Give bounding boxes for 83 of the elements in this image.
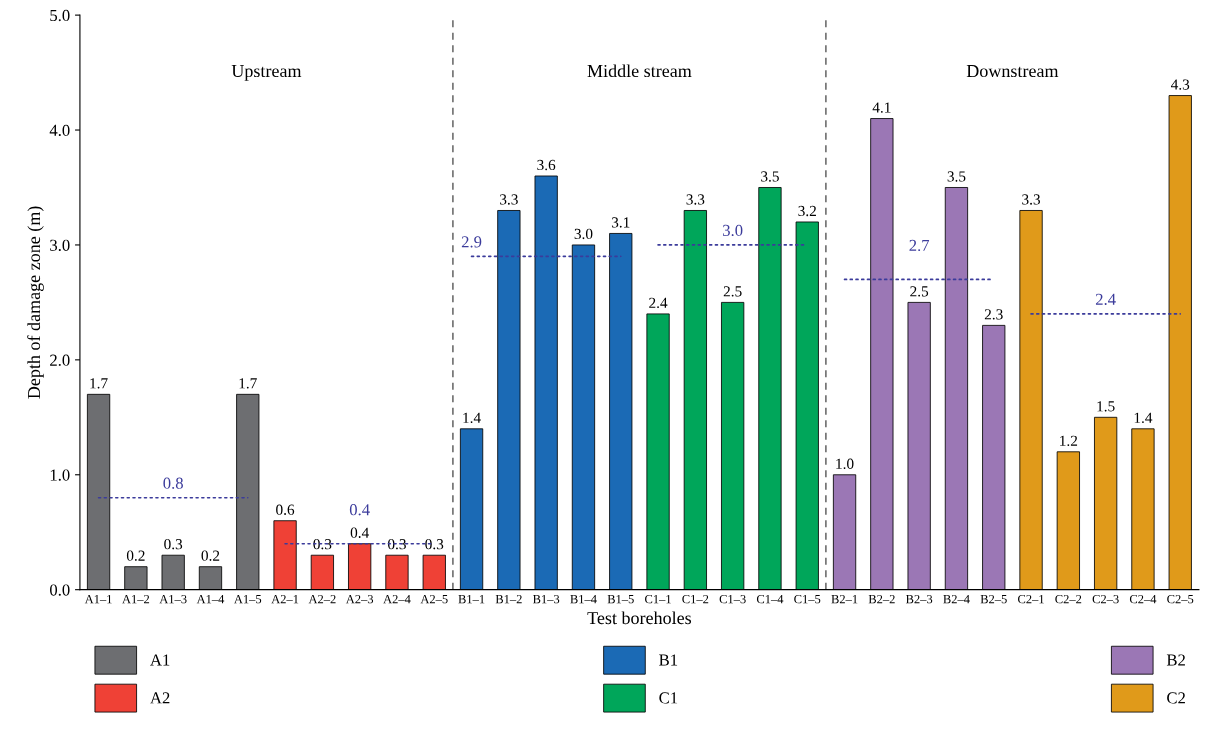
data-label: 3.3 — [1022, 194, 1040, 205]
x-tick-label: B2–1 — [831, 594, 858, 604]
y-tick-label: 1.0 — [50, 469, 70, 481]
annotation: 2.4 — [1095, 293, 1116, 306]
x-tick-label: C2–5 — [1167, 594, 1194, 604]
data-label: 2.4 — [649, 297, 668, 309]
data-label: 0.4 — [350, 527, 369, 538]
x-tick-label: B2–4 — [943, 594, 970, 604]
x-tick-label: A1–4 — [196, 594, 225, 604]
data-label: 0.2 — [201, 550, 220, 561]
data-label: 2.5 — [723, 286, 742, 297]
legend-label: C2 — [1167, 692, 1185, 704]
data-label: 4.3 — [1170, 79, 1190, 90]
legend-label: B2 — [1166, 654, 1185, 666]
annotation: 0.8 — [163, 477, 183, 489]
x-tick-label: A2–3 — [345, 594, 374, 604]
annotation: Middle stream — [587, 64, 692, 78]
data-label: 3.2 — [798, 205, 816, 217]
data-label: 3.5 — [947, 171, 966, 182]
legend-label: B1 — [659, 654, 678, 666]
annotation: 2.7 — [909, 239, 930, 252]
y-tick-label: 4.0 — [49, 124, 70, 137]
x-tick-label: A2–2 — [308, 594, 336, 604]
data-label: 3.6 — [537, 159, 556, 171]
x-tick-label: C2–1 — [1018, 594, 1044, 604]
x-tick-label: A1–3 — [159, 594, 187, 604]
x-tick-label: B1–5 — [607, 594, 634, 604]
data-label: 3.1 — [611, 217, 630, 228]
x-tick-label: A1–5 — [234, 594, 262, 604]
data-label: 1.0 — [836, 458, 854, 469]
annotation: Downstream — [966, 65, 1059, 78]
annotation: 3.0 — [723, 224, 743, 237]
data-label: 3.3 — [686, 194, 705, 205]
x-tick-label: B2–2 — [868, 594, 895, 604]
legend-label: C1 — [659, 692, 678, 704]
data-label: 2.3 — [984, 309, 1003, 320]
y-tick-label: 0.0 — [50, 584, 70, 596]
x-tick-label: C1–5 — [794, 594, 821, 604]
x-tick-label: C1–4 — [756, 594, 784, 604]
y-tick-label: 2.0 — [50, 354, 70, 366]
x-tick-label: B2–5 — [980, 594, 1007, 604]
data-label: 1.5 — [1097, 401, 1115, 412]
annotation: 0.4 — [349, 504, 370, 516]
x-tick-label: C2–4 — [1129, 594, 1157, 604]
annotation: Upstream — [231, 65, 302, 81]
data-label: 0.2 — [126, 550, 145, 561]
data-label: 2.5 — [910, 286, 929, 297]
data-label: 1.2 — [1060, 435, 1078, 446]
data-label: 3.5 — [761, 171, 779, 182]
y-tick-label: 5.0 — [50, 9, 70, 22]
x-tick-label: A1–2 — [122, 594, 150, 604]
y-tick-label: 3.0 — [50, 239, 70, 251]
x-tick-label: A2–5 — [420, 594, 448, 604]
x-tick-label: A1–1 — [84, 594, 112, 604]
x-tick-label: B1–1 — [458, 594, 485, 604]
y-axis-title: Depth of damage zone (m) — [27, 206, 44, 399]
legend-label: A2 — [150, 692, 170, 704]
x-tick-label: C2–3 — [1092, 594, 1119, 604]
data-label: 3.3 — [500, 194, 518, 205]
x-tick-label: B1–2 — [495, 594, 522, 604]
x-tick-label: C2–2 — [1055, 594, 1082, 604]
x-tick-label: C1–3 — [719, 594, 746, 604]
data-label: 0.3 — [388, 539, 406, 550]
annotation: 2.9 — [461, 236, 482, 248]
data-label: 3.0 — [574, 228, 593, 240]
data-label: 0.3 — [164, 539, 183, 550]
x-tick-label: B1–4 — [570, 594, 597, 604]
x-tick-label: A2–1 — [271, 594, 299, 604]
x-tick-label: B2–3 — [905, 594, 933, 604]
data-label: 4.1 — [872, 102, 891, 113]
data-label: 0.3 — [313, 539, 332, 550]
x-tick-label: C1–2 — [682, 594, 709, 604]
data-label: 0.6 — [276, 504, 295, 515]
x-tick-label: A2–4 — [383, 594, 411, 604]
data-label: 1.7 — [90, 378, 108, 389]
data-label: 1.4 — [463, 412, 481, 423]
data-label: 0.3 — [425, 539, 444, 550]
data-label: 1.7 — [239, 378, 257, 389]
x-tick-label: B1–3 — [532, 594, 560, 604]
legend-label: A1 — [150, 654, 170, 666]
data-label: 1.4 — [1134, 412, 1153, 423]
x-tick-label: C1–1 — [645, 594, 671, 604]
x-axis-title: Test boreholes — [587, 611, 692, 625]
